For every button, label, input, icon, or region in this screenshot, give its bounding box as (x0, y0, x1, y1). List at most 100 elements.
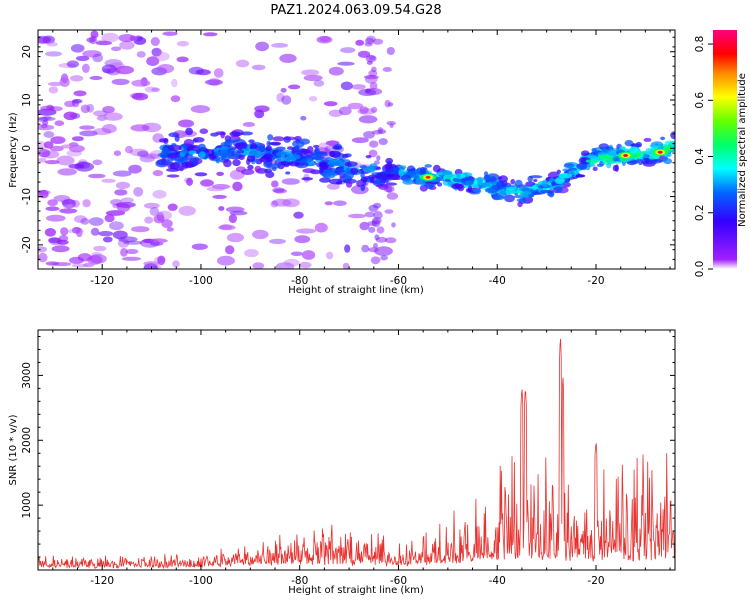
spectrogram-blob (238, 154, 245, 161)
spectrogram-blob (419, 166, 426, 175)
spectrogram-blob (629, 160, 640, 164)
spectrogram-blob (356, 180, 362, 187)
spectrogram-blob (371, 130, 383, 135)
spectrogram-blob (596, 163, 604, 167)
spectrogram-blob (169, 162, 181, 170)
spectrogram-blob (146, 56, 160, 67)
spectrogram-blob (144, 216, 154, 224)
spectrogram-blob (232, 181, 243, 192)
spectrogram-blob (109, 221, 124, 231)
spectrogram-blob (302, 168, 316, 174)
spectrogram-blob (130, 124, 150, 132)
spectrogram-blob (87, 255, 103, 265)
spectrogram-blob (285, 171, 291, 175)
spectrogram-blob (326, 251, 334, 260)
spectrogram-blob (195, 69, 211, 76)
spectrogram-blob (373, 202, 382, 209)
spectrogram-blob (514, 179, 523, 188)
spectrogram-blob (42, 119, 49, 126)
spectrogram-blob (92, 159, 103, 166)
spectrogram-blob (112, 230, 128, 240)
spectrogram-blob (101, 124, 117, 134)
snr-series-line (38, 338, 675, 570)
spectrogram-blob (166, 227, 174, 232)
spectrogram-blob (663, 158, 673, 165)
y-tick-label: 3000 (21, 362, 33, 389)
spectrogram-blob (38, 148, 51, 158)
spectrogram-blob (114, 189, 128, 196)
spectrogram-blob (51, 245, 70, 253)
spectrogram-blob (342, 262, 350, 269)
spectrogram-blob (281, 95, 292, 105)
spectrogram-blob (68, 145, 85, 153)
spectrogram-blob (288, 84, 301, 90)
spectrogram-blob (223, 159, 232, 168)
spectrogram-blob (198, 143, 206, 151)
spectrogram-blob (248, 150, 258, 157)
spectrogram-blob (267, 134, 274, 141)
spectrogram-blob (363, 131, 375, 139)
y-tick-label: 2000 (21, 427, 33, 454)
spectrogram-blob (232, 159, 241, 167)
spectrogram-blob (266, 163, 281, 169)
spectrogram-blob (373, 211, 383, 220)
colorbar: 0.0 0.2 0.4 0.6 0.8 Normalized spectral ampl… (694, 30, 748, 277)
spectrogram-blob (517, 201, 523, 208)
spectrogram-blob (38, 36, 50, 44)
spectrogram-blob (358, 115, 378, 124)
spectrogram-heatmap (38, 30, 675, 269)
spectrogram-blob (384, 209, 394, 214)
spectrogram-blob (101, 32, 119, 43)
spectrogram-blob (473, 189, 482, 193)
spectrogram-blob (664, 140, 675, 145)
spectrogram-blob (228, 214, 237, 224)
spectrogram-blob (152, 51, 170, 62)
spectrogram-blob (295, 144, 300, 151)
spectrogram-blob (280, 87, 287, 93)
spectrogram-blob (314, 147, 319, 156)
spectrogram-blob (345, 180, 353, 188)
spectrogram-blob (82, 199, 91, 208)
spectrogram-blob (336, 167, 345, 174)
spectrogram-blob (402, 179, 415, 185)
spectrogram-blob (226, 232, 244, 243)
spectrogram-blob (241, 169, 255, 175)
spectrogram-blob (225, 206, 245, 213)
spectrogram-blob (425, 183, 434, 189)
spectrogram-peak (425, 175, 431, 179)
spectrogram-blob (456, 184, 463, 190)
spectrogram-blob (484, 187, 499, 193)
spectrogram-blob (292, 140, 305, 148)
spectrogram-blob (157, 64, 175, 74)
spectrogram-blob (299, 261, 312, 269)
spectrogram-blob (136, 51, 146, 58)
spectrogram-blob (554, 177, 565, 185)
spectrogram-blob (216, 255, 235, 266)
spectrogram-blob (270, 200, 279, 208)
spectrogram-blob (190, 105, 211, 114)
colorbar-tick-label: 0.0 (694, 261, 706, 278)
spectrogram-blob (467, 185, 473, 193)
spectrogram-blob (294, 235, 311, 244)
spectrogram-blob (70, 75, 84, 82)
spectrogram-blob (93, 110, 108, 117)
spectrogram-blob (384, 163, 392, 171)
spectrogram-blob (82, 63, 90, 73)
spectrogram-frame (37, 29, 676, 270)
spectrogram-blob (476, 176, 484, 183)
spectrogram-blob (525, 181, 536, 187)
spectrogram-blob (585, 159, 600, 164)
x-tick-label: -80 (291, 575, 308, 587)
spectrogram-blob (158, 138, 169, 143)
spectrogram-blob (153, 214, 165, 224)
spectrogram-blob (303, 74, 323, 82)
spectrogram-blob (288, 154, 301, 160)
spectrogram-blob (386, 121, 396, 126)
spectrogram-blob (432, 164, 441, 173)
spectrogram-blob (271, 43, 289, 48)
spectrogram-blob (340, 81, 353, 91)
spectrogram-blob (368, 226, 376, 233)
spectrogram-blob (48, 86, 59, 94)
spectrogram-blob (192, 157, 198, 165)
spectrogram-blob (38, 116, 56, 121)
